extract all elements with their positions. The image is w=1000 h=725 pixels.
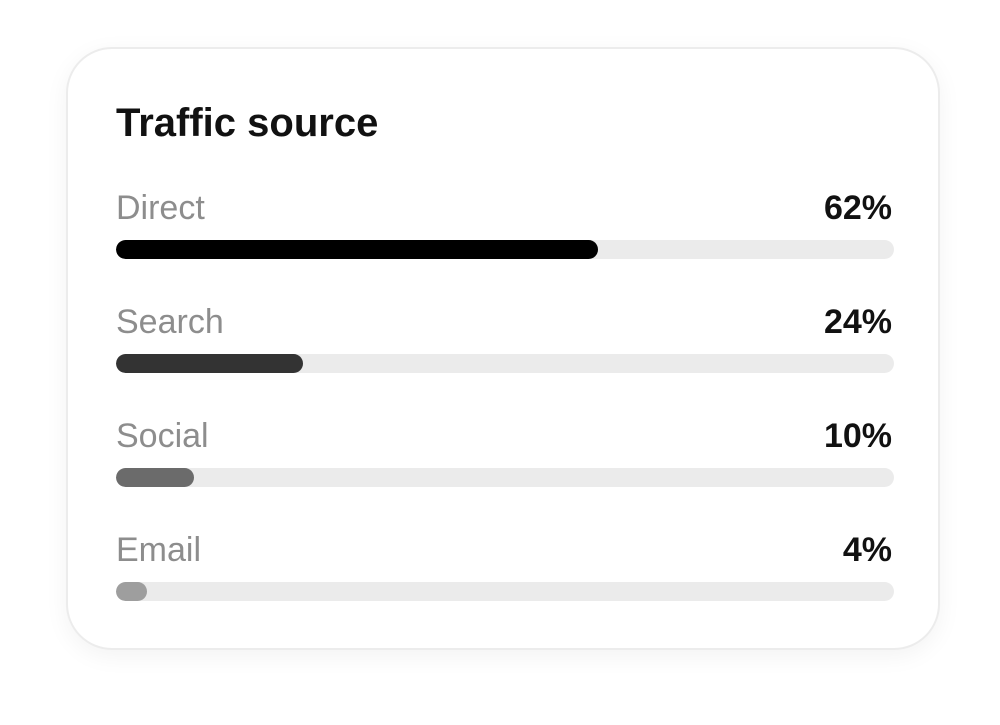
progress-track bbox=[116, 468, 894, 487]
source-label: Direct bbox=[116, 189, 205, 227]
progress-track bbox=[116, 240, 894, 259]
source-row-direct: Direct 62% bbox=[116, 187, 894, 267]
source-percentage: 10% bbox=[823, 417, 892, 455]
source-row-search: Search 24% bbox=[116, 301, 894, 381]
source-label: Search bbox=[116, 303, 224, 341]
source-label: Email bbox=[116, 531, 202, 569]
progress-fill bbox=[116, 582, 148, 601]
progress-fill bbox=[116, 468, 194, 487]
source-row-email: Email 4% bbox=[116, 529, 894, 609]
source-row-social: Social 10% bbox=[116, 415, 894, 495]
progress-fill bbox=[116, 354, 303, 373]
source-percentage: 24% bbox=[823, 303, 892, 341]
card-title: Traffic source bbox=[116, 101, 379, 145]
progress-fill bbox=[116, 240, 599, 259]
progress-track bbox=[116, 582, 894, 601]
source-label: Social bbox=[116, 417, 209, 455]
traffic-source-card: Traffic source Direct 62% Search 24% Soc… bbox=[66, 47, 940, 650]
source-percentage: 62% bbox=[823, 189, 892, 227]
source-percentage: 4% bbox=[842, 531, 892, 569]
progress-track bbox=[116, 354, 894, 373]
